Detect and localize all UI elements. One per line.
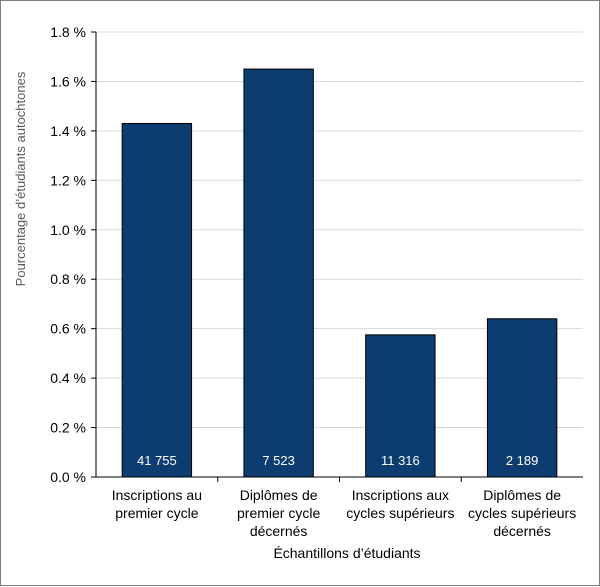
x-category-label: Diplômes de cycles supérieurs décernés	[468, 487, 576, 539]
y-tick-label: 1.8 %	[50, 24, 86, 40]
y-tick-label: 0.4 %	[50, 370, 86, 386]
y-tick-label: 1.2 %	[50, 172, 86, 188]
data-labels: 41 755 7 523 11 316 2 189	[137, 453, 538, 468]
y-tick-label: 0.2 %	[50, 420, 86, 436]
bar	[365, 334, 436, 478]
y-tick-label: 1.4 %	[50, 123, 86, 139]
x-category-label: Diplômes de premier cycle décernés	[237, 487, 320, 539]
y-tick-label: 1.6 %	[50, 73, 86, 89]
x-category-label: Inscriptions aux cycles supérieurs	[346, 487, 454, 521]
y-tick-label: 1.0 %	[50, 222, 86, 238]
bars	[121, 68, 558, 478]
x-axis-label: Échantillons d’étudiants	[273, 545, 420, 561]
bar-data-label: 2 189	[506, 453, 539, 468]
y-tick-label: 0.0 %	[50, 469, 86, 485]
bar-data-label: 7 523	[262, 453, 295, 468]
bar	[243, 68, 314, 478]
bar-data-label: 11 316	[381, 453, 420, 468]
axes	[91, 31, 583, 482]
y-tick-label: 0.6 %	[50, 321, 86, 337]
bar-data-label: 41 755	[137, 453, 177, 468]
y-tick-label: 0.8 %	[50, 271, 86, 287]
y-axis-label: Pourcentage d’étudiants autochtones	[13, 71, 28, 286]
x-category-label: Inscriptions au premier cycle	[112, 487, 202, 521]
bar	[121, 122, 193, 478]
y-tick-labels: 0.0 % 0.2 % 0.4 % 0.6 % 0.8 % 1.0 % 1.2 % 1.4 %…	[50, 24, 86, 485]
x-category-labels: Inscriptions au premier cycle Diplômes de p…	[112, 487, 576, 539]
